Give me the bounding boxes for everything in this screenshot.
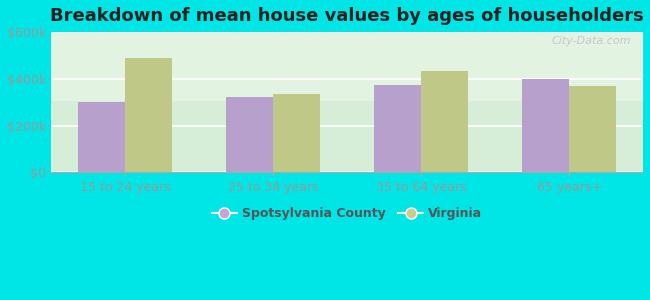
Bar	[77, 102, 125, 172]
Legend: Spotsylvania County, Virginia: Spotsylvania County, Virginia	[207, 202, 488, 225]
Bar	[273, 94, 320, 172]
Bar	[125, 58, 172, 172]
Bar	[421, 70, 469, 172]
Text: City-Data.com: City-Data.com	[552, 36, 631, 46]
Title: Breakdown of mean house values by ages of householders: Breakdown of mean house values by ages o…	[50, 7, 644, 25]
Bar	[374, 85, 421, 172]
Bar	[522, 79, 569, 172]
Bar	[569, 86, 616, 172]
Bar	[226, 98, 273, 172]
